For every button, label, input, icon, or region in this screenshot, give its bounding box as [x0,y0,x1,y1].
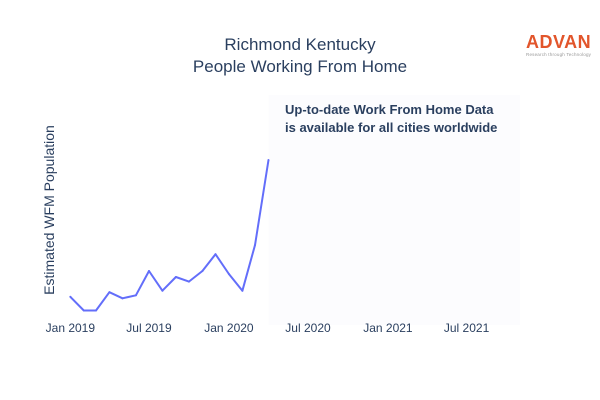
x-tick-label: Jul 2021 [444,321,490,335]
x-tick-label: Jan 2019 [46,321,96,335]
chart-title-line-1: Richmond Kentucky [224,35,376,54]
series-line-1 [69,159,270,312]
x-tick-label: Jul 2019 [126,321,172,335]
data-point [253,244,256,247]
data-point [161,289,164,292]
annotation-line-1: Up-to-date Work From Home Data [285,102,494,117]
data-point [227,273,230,275]
data-point [69,295,72,298]
data-point [134,294,137,297]
annotation-line-2: is available for all cities worldwide [285,120,498,135]
data-point [108,291,111,294]
data-point [241,289,244,292]
data-point [82,309,85,312]
logo-name: ADVAN [526,32,592,52]
data-point [94,309,97,312]
data-point [147,269,150,272]
annotation: Up-to-date Work From Home Data is availa… [285,101,497,137]
x-axis-ticks: Jan 2019 Jul 2019 Jan 2020 Jul 2020 Jan 2021… [46,321,490,335]
data-point [214,253,217,256]
advan-logo: ADVAN Research through Technology [526,33,596,57]
data-point [201,269,204,272]
x-tick-label: Jan 2020 [204,321,254,335]
data-point [267,159,270,161]
data-point [187,280,190,283]
data-point [121,297,124,300]
series-layer [69,159,270,312]
data-point [174,276,177,279]
x-tick-label: Jul 2020 [285,321,331,335]
logo-tagline: Research through Technology [526,52,592,57]
chart-title-line-2: People Working From Home [192,57,408,76]
chart-title: Richmond Kentucky People Working From Ho… [0,34,600,78]
x-tick-label: Jan 2021 [363,321,413,335]
shaded-region [268,95,520,325]
